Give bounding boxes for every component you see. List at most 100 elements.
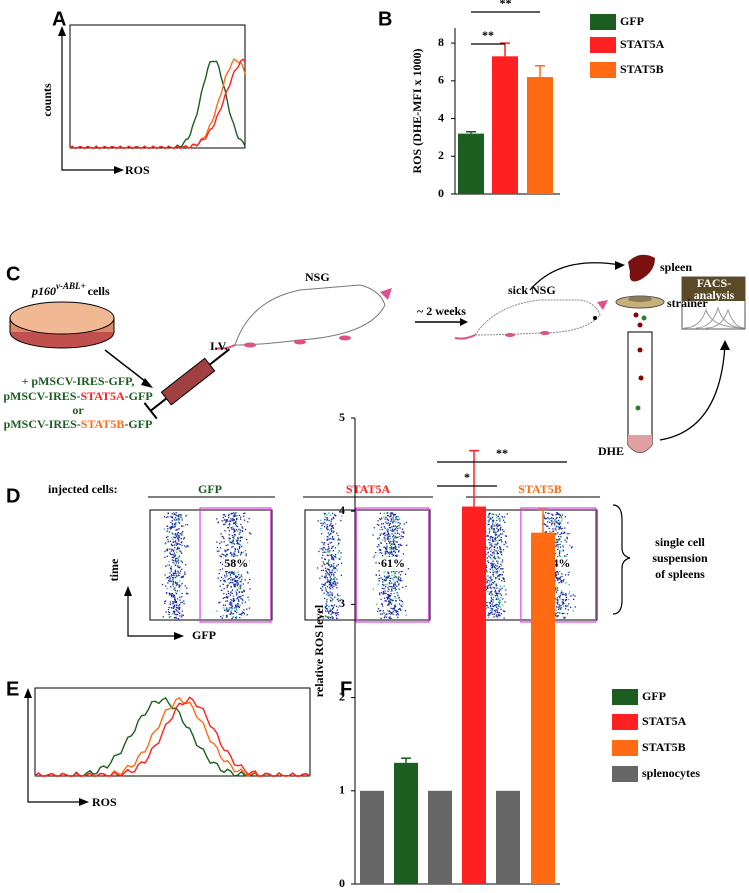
dot [337,552,339,554]
dot [381,603,384,605]
dot [552,518,554,520]
dot [173,562,175,564]
y-tick-label: 0 [438,186,444,200]
dot [490,564,492,567]
dot [329,582,331,584]
dot [229,613,231,615]
dot [395,614,398,616]
dot [337,597,339,600]
dot [238,600,240,602]
dot [490,592,492,594]
dot [231,534,233,537]
dot [396,532,398,534]
dot [547,512,550,515]
dot [398,536,400,538]
dot [243,612,245,614]
dot [390,543,392,545]
dot [399,608,402,610]
dot [496,524,498,526]
dot [498,570,500,572]
dot [494,587,496,589]
dot [396,519,399,521]
dot [237,582,239,584]
legend-swatch [590,37,616,53]
dot [222,568,224,570]
dot [332,567,335,569]
histogram-e [34,687,311,777]
dot [378,580,380,582]
legend-label: STAT5B [642,740,686,754]
dot [394,609,397,611]
dot [168,616,171,618]
dot [560,593,562,595]
dot [491,542,493,545]
dot [179,580,181,582]
dot [169,579,171,581]
dot [186,545,188,547]
dot [562,545,564,547]
bar [360,790,384,884]
dot [572,610,574,612]
dot [383,546,385,548]
bar [428,790,452,884]
dot [169,553,172,555]
dot [236,606,238,608]
dot [390,515,392,517]
dot [174,547,176,549]
dot [550,524,553,526]
dot [329,580,331,582]
dot [486,535,488,537]
dot [381,517,383,519]
dot [327,554,329,557]
dot [230,527,232,529]
dot [229,537,231,540]
dot [176,590,178,592]
dot [502,610,505,612]
dot [226,600,229,602]
dot [396,585,398,587]
dot [500,526,502,528]
dot [554,533,557,535]
dot [544,518,547,520]
dot [172,586,174,588]
dot [225,550,227,553]
dot [242,551,245,553]
dot [333,538,335,540]
dot [175,584,178,586]
legend-swatch [612,689,638,705]
dot [558,519,560,522]
dot [327,580,329,582]
dot [322,549,324,551]
dot [506,546,508,548]
dot [502,568,504,570]
dot [558,535,560,538]
dot [395,537,397,539]
dot [238,533,240,535]
dot [238,585,241,587]
dot [240,584,242,586]
dot [390,548,392,550]
dot [390,513,392,515]
dot [329,608,331,610]
dot [494,558,497,560]
dot [247,572,249,574]
dot [331,565,333,567]
dot [386,518,388,520]
dot [322,523,324,525]
dot [383,516,385,518]
dot [228,571,230,574]
dot [235,583,237,585]
dot [488,542,490,544]
dot [399,570,401,572]
dot [395,517,397,519]
dot [390,520,392,523]
dot [391,612,393,614]
dot [239,540,241,542]
dot [562,580,564,582]
dot [235,617,238,619]
dot [323,521,325,523]
dot [175,591,177,594]
dot [175,608,177,610]
dot [503,617,505,619]
dot [490,584,492,586]
